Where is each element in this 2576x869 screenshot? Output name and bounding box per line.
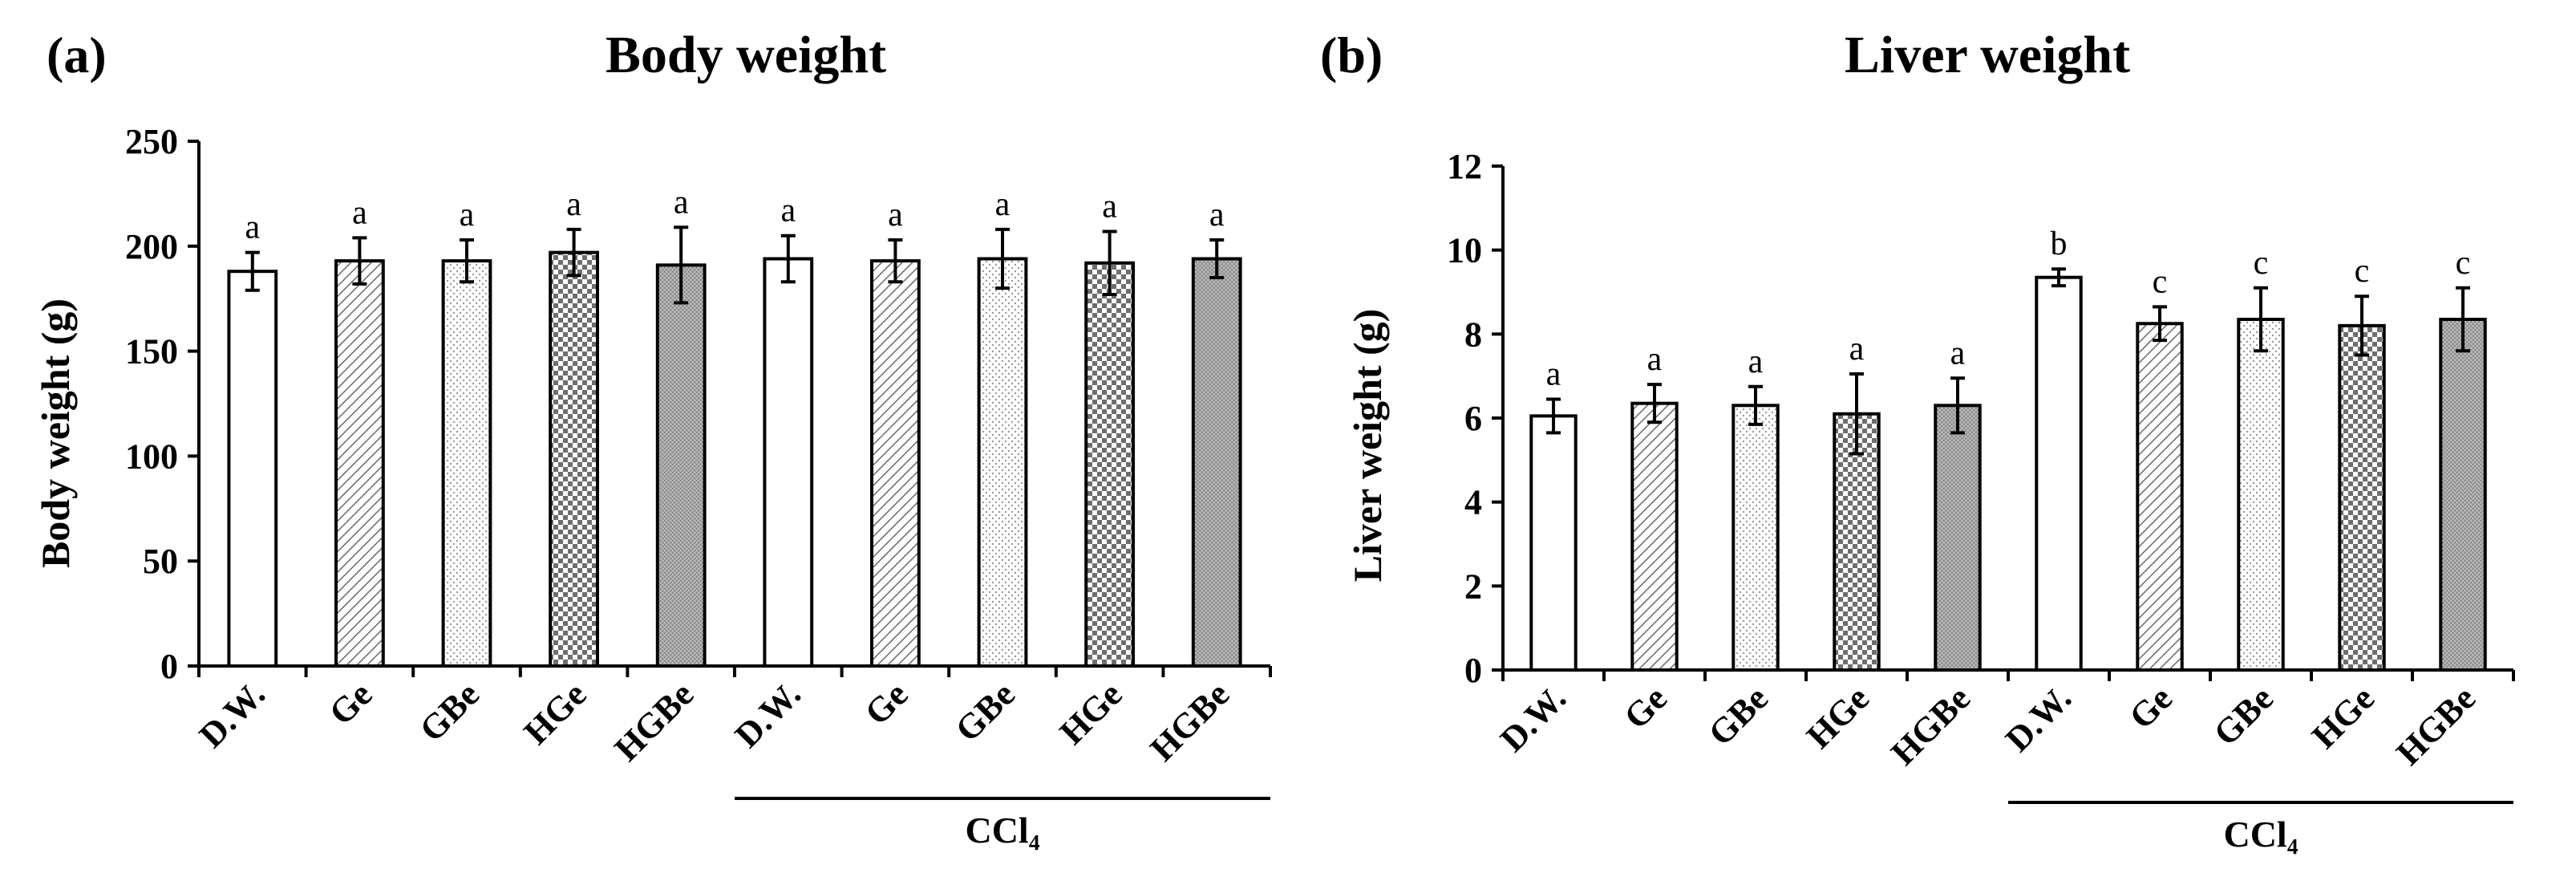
x-tick-label: HGBe xyxy=(1883,678,1978,773)
panel-label: (b) xyxy=(1320,26,1383,83)
x-tick-label: HGBe xyxy=(1143,674,1237,769)
significance-letter: a xyxy=(352,194,367,231)
bar xyxy=(655,263,707,668)
x-tick-label: D.W. xyxy=(1493,678,1574,759)
x-tick-label: HGBe xyxy=(607,674,702,769)
bars xyxy=(227,250,1242,668)
bar xyxy=(2237,318,2285,672)
y-axis-label: Body weight (g) xyxy=(33,298,78,568)
y-tick-label: 200 xyxy=(125,227,178,266)
bar xyxy=(1191,257,1242,668)
y-tick-label: 0 xyxy=(160,647,178,686)
bar xyxy=(763,257,814,668)
x-tick-label: D.W. xyxy=(727,674,808,755)
significance-letter: a xyxy=(888,197,903,233)
y-tick-label: 8 xyxy=(1464,315,1482,354)
bar xyxy=(2439,318,2487,672)
y-ticks: 0 2 4 6 8 10 12 xyxy=(1447,147,1503,690)
x-tick-labels: D.W. Ge GBe HGe HGBe D.W. Ge GBe HGe HGBe xyxy=(1493,678,2483,773)
x-tick-label: GBe xyxy=(948,674,1023,749)
significance-letter: c xyxy=(2254,245,2269,282)
y-tick-label: 6 xyxy=(1464,399,1482,438)
x-tick-label: Ge xyxy=(1616,678,1675,737)
significance-letter: a xyxy=(566,186,581,223)
bar xyxy=(2136,322,2184,672)
significance-letter: a xyxy=(1849,331,1865,367)
x-tick-labels: D.W. Ge GBe HGe HGBe D.W. Ge GBe HGe HGBe xyxy=(192,674,1237,769)
significance-letter: a xyxy=(1102,188,1117,225)
bar xyxy=(1630,401,1679,672)
bars xyxy=(1529,275,2487,672)
chart-title: Liver weight xyxy=(1845,26,2130,84)
y-tick-label: 2 xyxy=(1464,566,1482,606)
error-bars xyxy=(245,225,1225,305)
x-tick-label: GBe xyxy=(1701,678,1776,753)
y-axis-label: Liver weight (g) xyxy=(1345,309,1390,583)
bar xyxy=(977,257,1028,668)
y-ticks: 0 50 100 150 200 250 xyxy=(125,122,199,686)
bar xyxy=(334,259,385,668)
bar xyxy=(2035,275,2083,672)
y-tick-label: 12 xyxy=(1447,147,1482,186)
y-tick-label: 250 xyxy=(125,122,178,161)
chart-title: Body weight xyxy=(606,26,886,84)
x-tick-label: HGe xyxy=(516,674,594,752)
y-tick-label: 10 xyxy=(1447,231,1482,270)
y-tick-label: 150 xyxy=(125,332,178,372)
x-tick-label: GBe xyxy=(412,674,487,749)
x-tick-label: GBe xyxy=(2206,678,2281,753)
panel-label: (a) xyxy=(47,26,107,83)
significance-letter: a xyxy=(460,197,475,233)
significance-letter: a xyxy=(1546,355,1561,392)
significance-letter: c xyxy=(2355,253,2370,290)
bar xyxy=(1529,414,1578,672)
y-tick-label: 50 xyxy=(143,542,178,581)
x-tick-label: HGBe xyxy=(2388,678,2483,773)
significance-letter: a xyxy=(245,209,260,246)
group-label: CCl₄ xyxy=(965,810,1039,851)
x-tick-label: HGe xyxy=(1799,678,1877,756)
significance-letter: a xyxy=(995,186,1011,223)
significance-letter: a xyxy=(1748,343,1764,380)
x-tick-label: D.W. xyxy=(192,674,273,755)
significance-letter: a xyxy=(674,184,689,221)
significance-letter: a xyxy=(1209,197,1225,233)
significance-letter: a xyxy=(1647,341,1663,378)
error-bars xyxy=(1546,267,2470,456)
significance-letter: a xyxy=(780,193,796,229)
y-tick-label: 0 xyxy=(1464,651,1482,690)
significance-letter: b xyxy=(2051,225,2068,262)
significance-letter: c xyxy=(2456,245,2471,282)
bar xyxy=(1084,261,1135,668)
y-tick-label: 4 xyxy=(1464,483,1482,522)
liver-weight-panel: (b) Liver weight Liver weight (g) 0 2 4 6 8 1… xyxy=(1320,26,2515,855)
significance-letter: a xyxy=(1950,335,1966,372)
bar xyxy=(1934,404,1982,672)
x-tick-label: Ge xyxy=(2121,678,2180,737)
significance-letters: a a a a a b c c c c xyxy=(1546,225,2471,392)
x-tick-label: Ge xyxy=(322,674,380,733)
group-label: CCl₄ xyxy=(2223,814,2298,855)
bar xyxy=(549,250,599,668)
x-tick-label: HGe xyxy=(1052,674,1130,752)
bar xyxy=(227,270,278,668)
x-tick-label: HGe xyxy=(2304,678,2382,756)
x-tick-label: Ge xyxy=(857,674,916,733)
bar xyxy=(1732,404,1780,672)
bar xyxy=(1833,412,1881,672)
bar xyxy=(2338,323,2386,672)
y-tick-label: 100 xyxy=(125,437,178,476)
bar xyxy=(870,259,921,668)
significance-letter: c xyxy=(2153,263,2168,300)
bar xyxy=(441,259,492,668)
x-tick-label: D.W. xyxy=(1998,678,2079,759)
body-weight-panel: (a) Body weight Body weight (g) 0 50 100 15… xyxy=(33,26,1272,851)
